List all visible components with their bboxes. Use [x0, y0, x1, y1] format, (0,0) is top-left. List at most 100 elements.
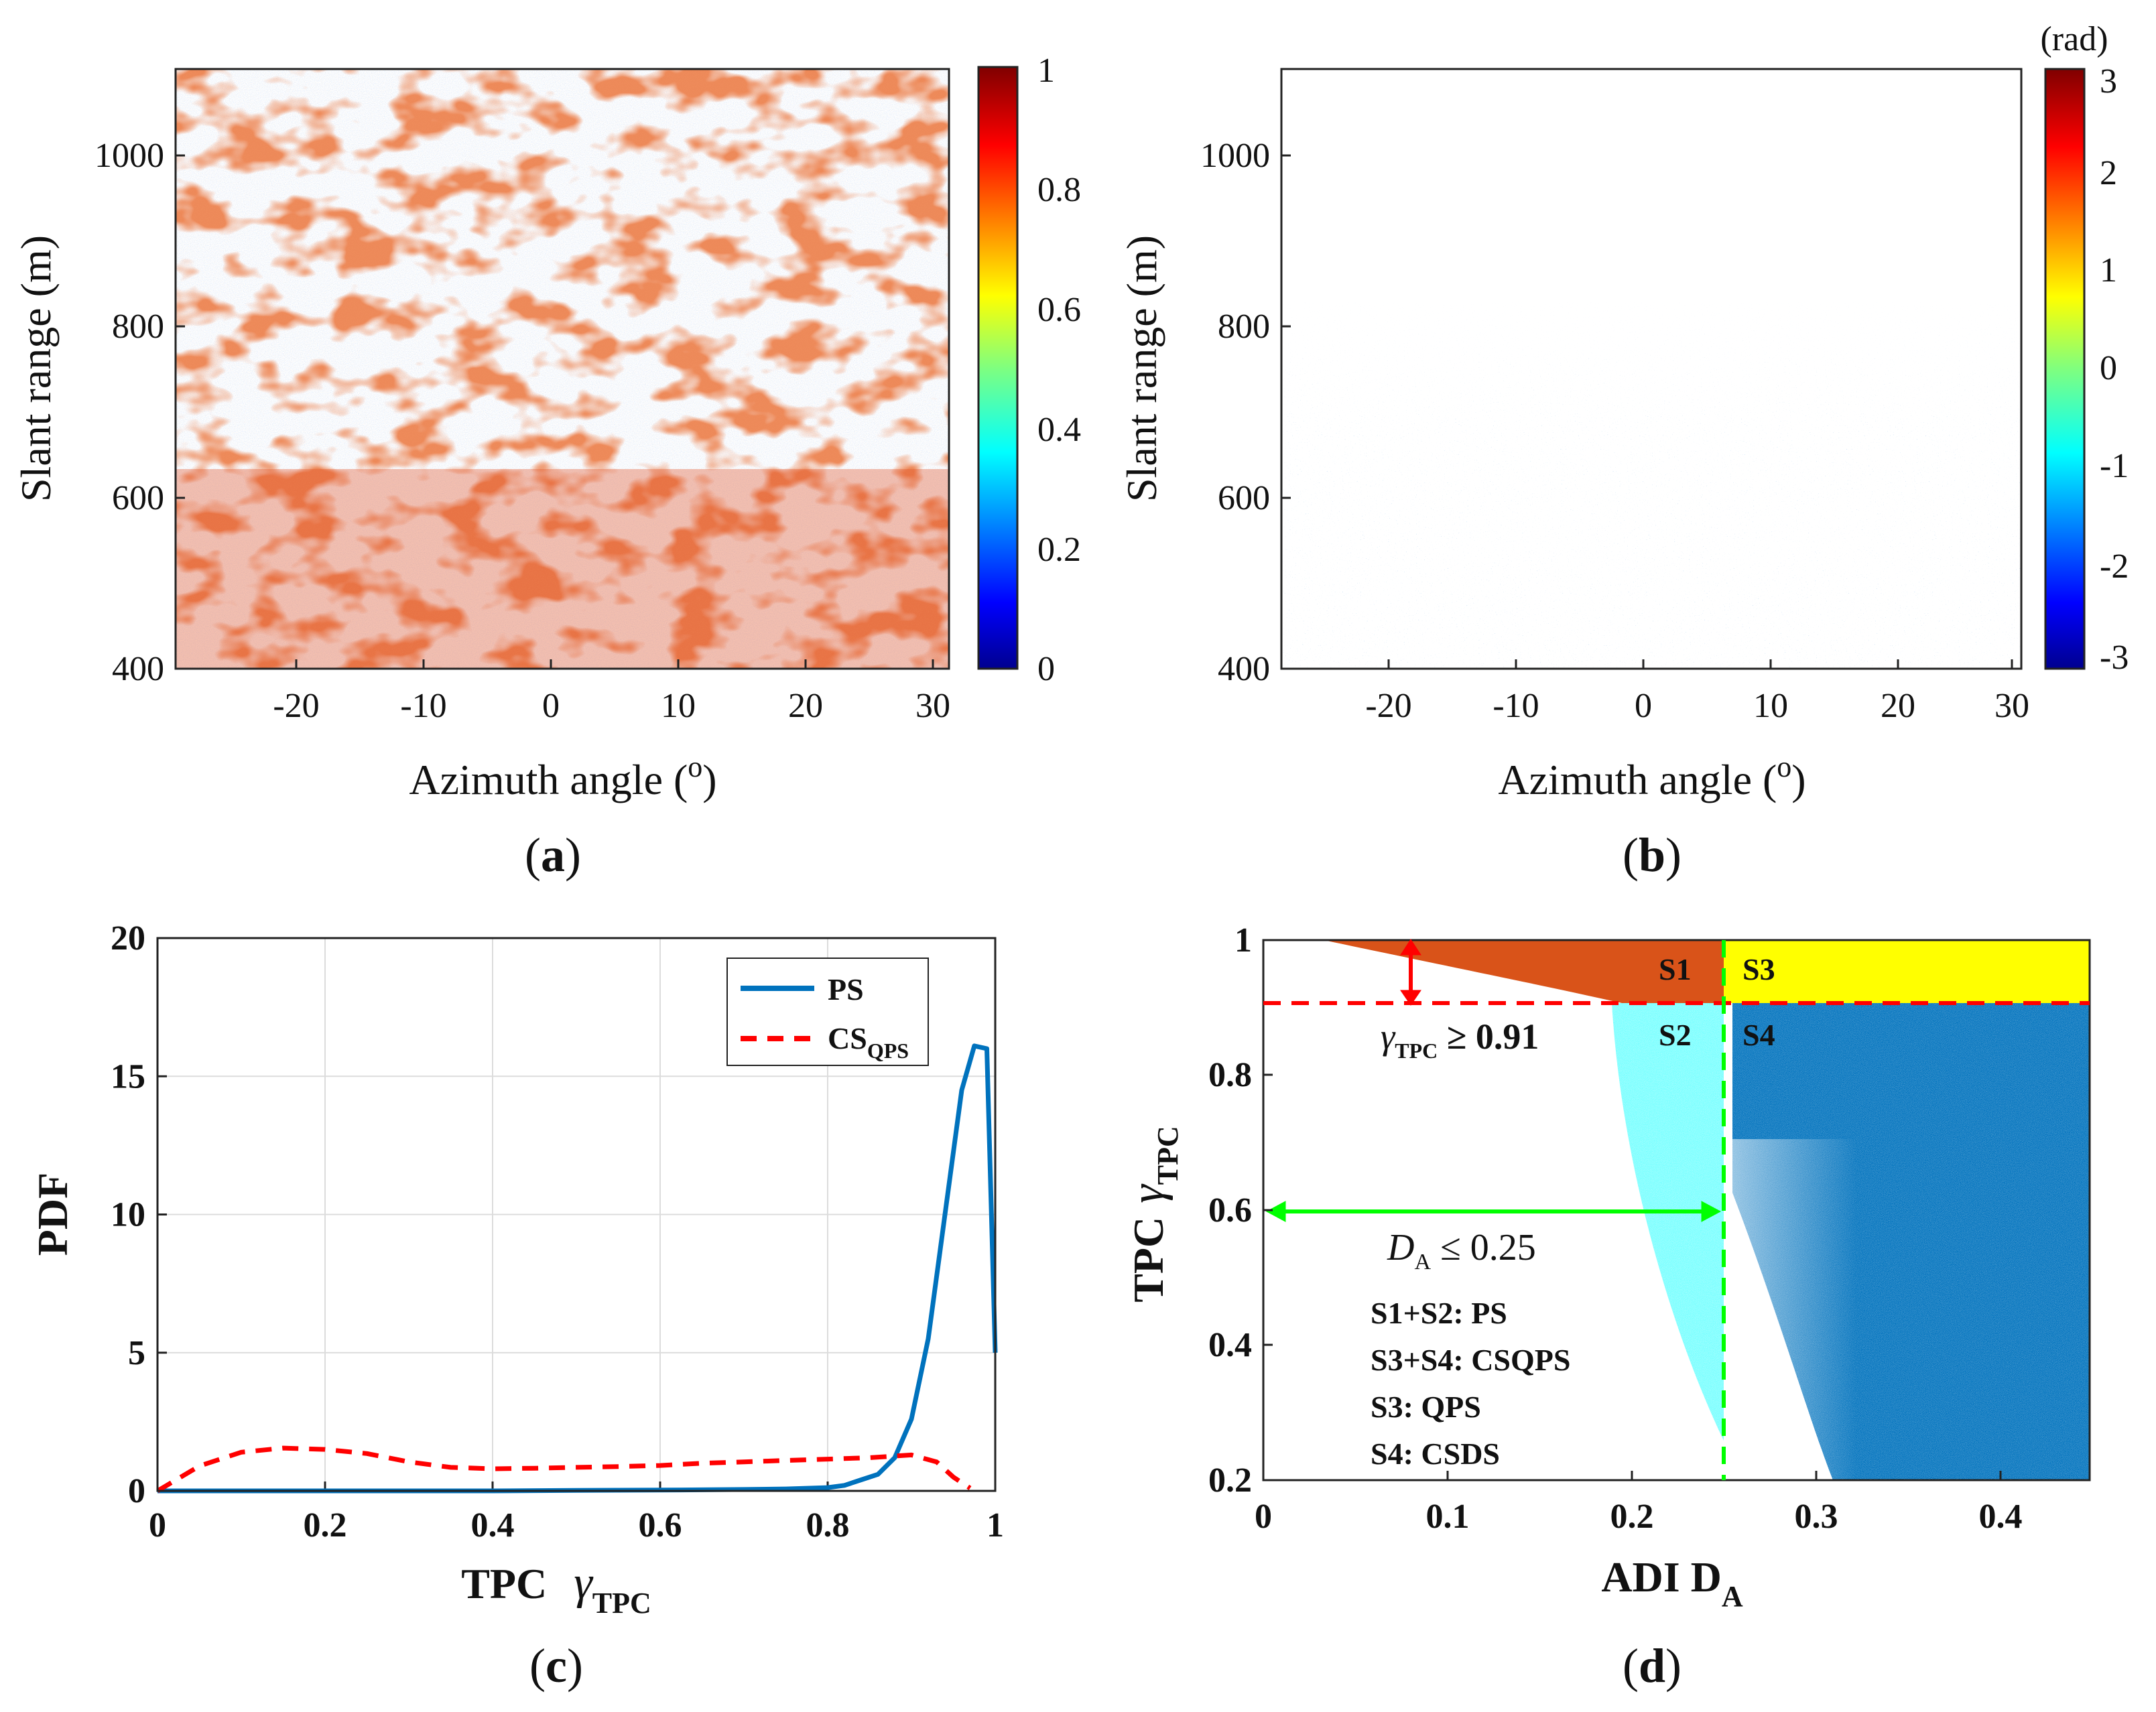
panel-a-xtick: -10 [400, 687, 446, 725]
y-tick-label: 20 [111, 919, 145, 958]
panel-b-xlabel: Azimuth angle (o) [1498, 750, 1805, 803]
panel-d-xtick: 0.2 [1610, 1498, 1654, 1536]
panel-b: 400 600 800 1000 -20 -10 0 10 20 30 Slan… [1118, 20, 2129, 882]
panel-a-xlabel: Azimuth angle (o) [409, 750, 716, 803]
y-tick-label: 5 [128, 1334, 145, 1372]
y-tick-label: 15 [111, 1057, 145, 1096]
panel-b-label: (b) [1623, 828, 1682, 882]
panel-b-xtick: 20 [1881, 687, 1915, 725]
legend-cs-label: CSQPS [828, 1021, 909, 1063]
panel-c-label: (c) [529, 1639, 583, 1693]
region-s1 [1324, 940, 1724, 1003]
panel-b-colorbar-unit: (rad) [2040, 20, 2108, 58]
note: S3: QPS [1371, 1390, 1481, 1424]
panel-a-xtick: 10 [661, 687, 696, 725]
region-s2-label: S2 [1659, 1018, 1692, 1052]
panel-b-xtick: 30 [1994, 687, 2029, 725]
panel-d-xtick: 0 [1255, 1498, 1272, 1536]
panel-c-ylabel: PDF [29, 1173, 76, 1256]
panel-d-xtick: 0.3 [1795, 1498, 1838, 1536]
panel-a-ytick: 600 [112, 479, 164, 517]
panel-b-xtick: 10 [1753, 687, 1788, 725]
panel-a-xtick: 20 [788, 687, 823, 725]
gamma-annotation: γTPC ≥ 0.91 [1381, 1016, 1539, 1063]
panel-a-xticks: -20 -10 0 10 20 30 [273, 659, 950, 725]
panel-a-xtick: -20 [273, 687, 319, 725]
y-tick-label: 10 [111, 1196, 145, 1234]
panel-b-xtick: -20 [1365, 687, 1411, 725]
colorbar-tick: 1 [2100, 251, 2117, 289]
panel-a-ylabel: Slant range (m) [12, 235, 60, 502]
panel-a-axes-frame [174, 68, 950, 670]
da-annotation: DA ≤ 0.25 [1387, 1227, 1536, 1274]
panel-d-yticks: 0.2 0.4 0.6 0.8 1 [1208, 921, 1273, 1500]
colorbar-tick: 0.4 [1037, 411, 1081, 449]
y-tick-label: 0 [128, 1472, 145, 1510]
panel-b-axes-frame [1280, 68, 2023, 670]
panel-d-ytick: 0.2 [1208, 1461, 1252, 1500]
x-tick-label: 0.2 [304, 1506, 347, 1544]
panel-b-colorbar-ticks: -3 -2 -1 0 1 2 3 [2100, 62, 2129, 677]
panel-a-xtick: 0 [542, 687, 560, 725]
panel-d-xticks: 0 0.1 0.2 0.3 0.4 [1255, 1471, 2023, 1536]
colorbar-tick: 0.2 [1037, 531, 1081, 569]
panel-d-ytick: 0.4 [1208, 1326, 1252, 1364]
panel-a-colorbar-ticks: 0 0.2 0.4 0.6 0.8 1 [1037, 52, 1081, 688]
colorbar-tick: 1 [1037, 52, 1055, 90]
panel-d-scatter [1324, 940, 2090, 1480]
panel-c-legend: PS CSQPS [726, 958, 929, 1066]
colorbar-tick: 0 [1037, 650, 1055, 688]
region-s3-label: S3 [1742, 952, 1775, 986]
panel-d-xtick: 0.4 [1979, 1498, 2023, 1536]
x-tick-label: 1 [987, 1506, 1004, 1544]
panel-a-ytick: 1000 [94, 137, 164, 175]
panel-a: 400 600 800 1000 -20 -10 0 10 20 30 Slan… [12, 52, 1081, 882]
colorbar-tick: 3 [2100, 62, 2117, 101]
panel-d: S1 S3 S2 S4 γTPC ≥ 0.91 DA ≤ 0.25 S1+S2:… [1122, 921, 2091, 1693]
note: S3+S4: CSQPS [1371, 1343, 1570, 1377]
colorbar-tick: 0.8 [1037, 171, 1081, 209]
legend-ps-label: PS [828, 972, 864, 1006]
x-tick-label: 0.8 [806, 1506, 850, 1544]
panel-b-ytick: 600 [1218, 479, 1270, 517]
region-s3 [1724, 940, 2090, 1003]
legend-box [726, 958, 929, 1066]
colorbar-tick: -3 [2100, 639, 2129, 677]
panel-a-yticks: 400 600 800 1000 [94, 137, 185, 688]
panel-d-label: (d) [1623, 1639, 1682, 1693]
panel-b-xticks: -20 -10 0 10 20 30 [1365, 659, 2029, 725]
panel-c-axes-frame [156, 937, 997, 1492]
x-tick-label: 0.6 [639, 1506, 682, 1544]
panel-a-colorbar [977, 66, 1019, 670]
panel-d-ytick: 1 [1234, 921, 1252, 960]
da-arrow [1265, 1201, 1722, 1222]
note: S4: CSDS [1371, 1437, 1500, 1471]
panel-b-ytick: 1000 [1200, 137, 1270, 175]
panel-a-ytick: 800 [112, 308, 164, 346]
panel-b-ylabel: Slant range (m) [1118, 235, 1165, 502]
gamma-arrow [1400, 939, 1421, 1006]
colorbar-tick: -2 [2100, 547, 2129, 586]
panel-a-ytick: 400 [112, 650, 164, 688]
region-s1-label: S1 [1659, 952, 1692, 986]
panel-c-xlabel: TPC γTPC [461, 1557, 651, 1620]
panel-a-label: (a) [525, 828, 581, 882]
colorbar-tick: 0.6 [1037, 291, 1081, 329]
note: S1+S2: PS [1371, 1296, 1507, 1330]
panel-d-notes: S1+S2: PS S3+S4: CSQPS S3: QPS S4: CSDS [1371, 1296, 1570, 1471]
panel-b-xtick: 0 [1635, 687, 1652, 725]
panel-d-ylabel: TPCγTPC [1122, 1126, 1184, 1303]
colorbar-tick: -1 [2100, 447, 2129, 485]
panel-b-colorbar [2044, 68, 2086, 670]
region-s4-label: S4 [1742, 1018, 1775, 1052]
colorbar-tick: 0 [2100, 349, 2117, 387]
panel-b-xtick: -10 [1493, 687, 1539, 725]
colorbar-tick: 2 [2100, 154, 2117, 192]
panel-b-yticks: 400 600 800 1000 [1200, 137, 1291, 688]
panel-d-xlabel: ADI DA [1601, 1553, 1743, 1613]
panel-b-ytick: 800 [1218, 308, 1270, 346]
x-tick-label: 0 [149, 1506, 166, 1544]
